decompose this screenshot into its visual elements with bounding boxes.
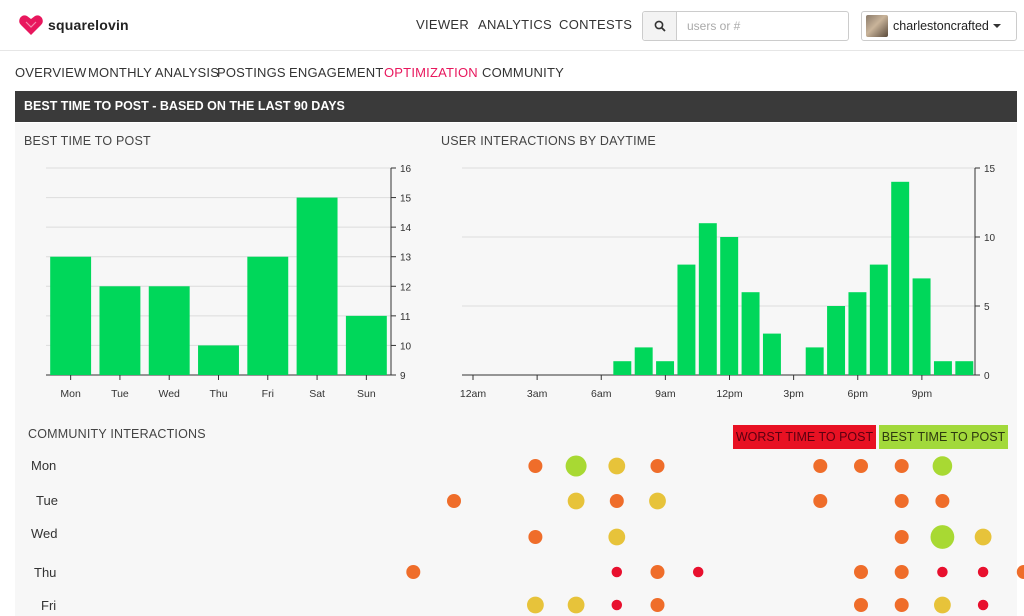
avatar <box>866 15 888 37</box>
app-name: squarelovin <box>48 17 129 33</box>
search-input[interactable] <box>677 12 839 40</box>
chart-title-interactions: USER INTERACTIONS BY DAYTIME <box>441 134 656 148</box>
interaction-dot <box>1016 565 1024 579</box>
row-label-fri: Fri <box>41 598 57 613</box>
logo[interactable]: squarelovin <box>18 13 129 37</box>
row-label-tue: Tue <box>36 493 58 508</box>
search-button[interactable] <box>643 12 677 40</box>
top-bar: squarelovin VIEWER ANALYTICS CONTESTS ch… <box>0 0 1024 51</box>
user-name: charlestoncrafted <box>893 19 989 33</box>
search-box <box>642 11 849 41</box>
chevron-down-icon <box>992 24 1001 28</box>
row-label-thu: Thu <box>34 565 57 580</box>
tab-postings[interactable]: POSTINGS <box>217 65 286 80</box>
section-banner: BEST TIME TO POST - BASED ON THE LAST 90… <box>15 91 1017 122</box>
chart-title-best-time: BEST TIME TO POST <box>24 134 151 148</box>
tab-monthly-analysis[interactable]: MONTHLY ANALYSIS <box>88 65 220 80</box>
search-icon <box>654 20 666 32</box>
nav-contests[interactable]: CONTESTS <box>559 17 633 32</box>
tab-optimization[interactable]: OPTIMIZATION <box>384 65 478 80</box>
row-label-mon: Mon <box>31 458 57 473</box>
content-panel <box>15 123 1017 616</box>
worst-time-legend: WORST TIME TO POST <box>733 425 876 449</box>
tab-overview[interactable]: OVERVIEW <box>15 65 87 80</box>
user-menu[interactable]: charlestoncrafted <box>861 11 1017 41</box>
tab-community[interactable]: COMMUNITY <box>482 65 564 80</box>
best-time-legend: BEST TIME TO POST <box>879 425 1008 449</box>
heart-logo-icon <box>19 15 43 36</box>
row-label-wed: Wed <box>31 526 58 541</box>
banner-title: BEST TIME TO POST - BASED ON THE LAST 90… <box>24 99 345 113</box>
nav-analytics[interactable]: ANALYTICS <box>478 17 552 32</box>
nav-viewer[interactable]: VIEWER <box>416 17 470 32</box>
tab-engagement[interactable]: ENGAGEMENT <box>289 65 384 80</box>
chart-title-community: COMMUNITY INTERACTIONS <box>28 427 206 441</box>
